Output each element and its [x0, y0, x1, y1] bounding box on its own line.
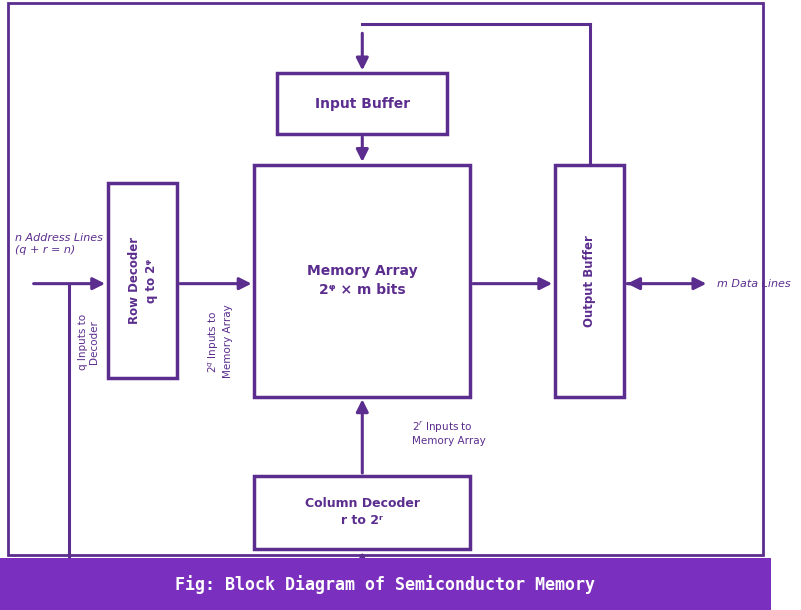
Text: Column Decoder
r to 2ʳ: Column Decoder r to 2ʳ [305, 497, 420, 528]
Text: Fig: Block Diagram of Semiconductor Memory: Fig: Block Diagram of Semiconductor Memo… [175, 575, 595, 594]
FancyBboxPatch shape [255, 165, 470, 396]
FancyBboxPatch shape [255, 476, 470, 549]
Text: Output Buffer: Output Buffer [583, 235, 596, 326]
Text: q Inputs to
Decoder: q Inputs to Decoder [78, 314, 99, 370]
Text: r Inputs to
Decoder: r Inputs to Decoder [336, 559, 389, 581]
FancyBboxPatch shape [555, 165, 624, 396]
Text: Input Buffer: Input Buffer [315, 97, 410, 110]
FancyBboxPatch shape [108, 183, 177, 378]
Text: $2^q$ Inputs to
Memory Array: $2^q$ Inputs to Memory Array [207, 305, 232, 378]
Text: Row Decoder
q to 2ᵠ: Row Decoder q to 2ᵠ [127, 237, 158, 324]
Text: $2^r$ Inputs to
Memory Array: $2^r$ Inputs to Memory Array [413, 420, 486, 447]
FancyBboxPatch shape [277, 73, 447, 134]
Bar [0, 558, 771, 610]
Text: n Address Lines
(q + r = n): n Address Lines (q + r = n) [15, 233, 103, 255]
Text: Memory Array
2ᵠ × m bits: Memory Array 2ᵠ × m bits [307, 264, 417, 297]
Text: m Data Lines: m Data Lines [717, 279, 791, 289]
